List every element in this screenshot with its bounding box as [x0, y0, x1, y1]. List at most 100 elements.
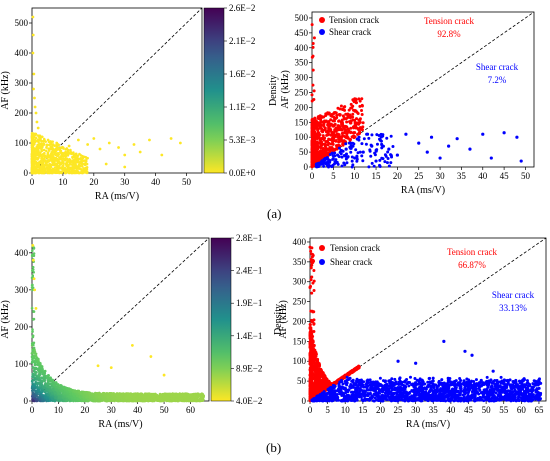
data-point [195, 395, 198, 399]
tension-point [360, 109, 364, 113]
shear-point [395, 153, 399, 157]
tension-point [332, 131, 336, 135]
data-point [178, 141, 182, 145]
shear-point [325, 156, 329, 160]
colorbar-tick-label: 4.0E−2 [236, 396, 262, 406]
data-point [198, 393, 201, 397]
shear-point [370, 133, 374, 137]
tension-point [342, 139, 346, 143]
tension-point [321, 134, 325, 138]
data-point [54, 396, 58, 400]
x-tick-label: 15 [372, 171, 382, 181]
annotation-tension-label: Tension crack [424, 16, 475, 26]
data-point [48, 154, 51, 157]
data-point [46, 138, 50, 142]
data-point [96, 364, 100, 368]
tension-point [340, 122, 344, 126]
data-point [95, 398, 98, 402]
annotation-shear-pct: 7.2% [488, 75, 507, 85]
data-point [76, 394, 79, 398]
shear-point [367, 136, 371, 140]
y-tick-label: 450 [295, 28, 309, 38]
data-point [37, 361, 41, 364]
data-point [31, 160, 35, 164]
data-point [33, 140, 37, 144]
tension-point [332, 115, 336, 119]
x-tick-label: 0 [30, 177, 35, 187]
data-point [81, 162, 85, 166]
data-point [51, 167, 55, 171]
y-tick-label: 100 [15, 138, 29, 148]
data-point [175, 394, 178, 397]
data-point [70, 171, 73, 175]
shear-point [342, 154, 346, 158]
tension-point [321, 150, 325, 154]
data-point [55, 157, 59, 161]
data-point [30, 143, 34, 146]
y-tick-label: 200 [15, 322, 29, 332]
data-point [50, 163, 54, 166]
tension-point [334, 126, 338, 130]
x-tick-label: 25 [394, 405, 404, 415]
data-point [179, 393, 183, 396]
shear-point [353, 156, 357, 160]
data-point [34, 360, 37, 363]
data-point [40, 389, 43, 393]
data-point [123, 153, 127, 157]
data-point [130, 344, 134, 347]
y-tick-label: 400 [15, 248, 29, 258]
shear-point [375, 133, 379, 137]
data-point [34, 165, 38, 169]
data-point [30, 152, 34, 156]
data-point [39, 363, 42, 367]
tension-point [320, 136, 324, 140]
shear-point [357, 135, 361, 139]
tension-point [341, 134, 345, 138]
shear-point [468, 147, 472, 151]
data-point [92, 137, 96, 140]
tension-point [344, 135, 348, 139]
tension-point [357, 132, 361, 136]
colorbar-label: Density [268, 75, 279, 106]
data-point [49, 145, 53, 148]
data-point [33, 363, 37, 367]
y-tick-label: 100 [15, 359, 29, 369]
data-point [126, 392, 130, 395]
data-point [31, 335, 35, 338]
tension-point [314, 134, 318, 138]
data-point [71, 165, 75, 169]
panel-label-a: (a) [267, 206, 282, 221]
tension-point [310, 163, 314, 167]
data-point [60, 157, 64, 160]
tension-point [351, 108, 355, 112]
data-point [162, 373, 166, 377]
tension-point [345, 120, 349, 124]
data-point [31, 274, 35, 277]
data-point [129, 398, 133, 402]
data-point [32, 346, 36, 350]
data-point [31, 349, 34, 352]
shear-point [378, 163, 382, 167]
data-point [66, 169, 70, 172]
shear-point [345, 161, 349, 165]
tension-point [351, 112, 355, 116]
data-point [35, 385, 39, 388]
legend-marker-tension [319, 17, 325, 23]
tension-point [358, 104, 362, 108]
colorbar-tick-label: 2.8E−1 [236, 233, 262, 243]
y-tick-label: 100 [293, 356, 307, 366]
shear-point [331, 154, 335, 158]
y-tick-label: 300 [15, 78, 29, 88]
data-point [31, 33, 35, 37]
data-point [36, 147, 40, 151]
tension-point [334, 111, 338, 115]
data-point [33, 105, 37, 109]
data-point [51, 143, 55, 146]
data-point [73, 171, 76, 175]
data-point [31, 164, 34, 168]
tension-point [338, 113, 342, 117]
tension-point [353, 118, 357, 122]
data-point [116, 399, 120, 403]
shear-point [372, 164, 376, 168]
